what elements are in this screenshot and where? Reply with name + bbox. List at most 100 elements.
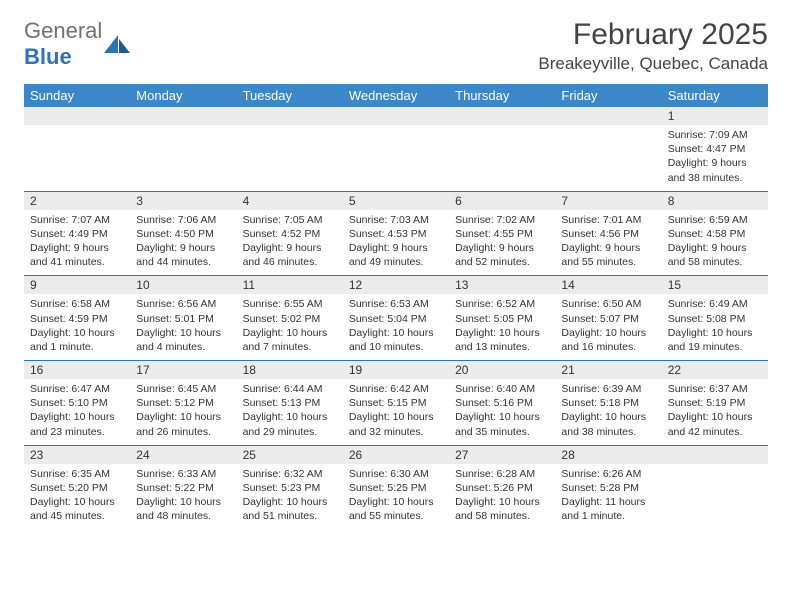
- daylight-line: Daylight: 11 hours and 1 minute.: [561, 495, 655, 523]
- daylight-line: Daylight: 10 hours and 51 minutes.: [243, 495, 337, 523]
- sunset-line: Sunset: 4:56 PM: [561, 227, 655, 241]
- sunset-line: Sunset: 5:19 PM: [668, 396, 762, 410]
- sunrise-line: Sunrise: 6:49 AM: [668, 297, 762, 311]
- sunset-line: Sunset: 5:02 PM: [243, 312, 337, 326]
- day-number-cell: [24, 107, 130, 125]
- day-content-cell: [662, 464, 768, 530]
- daylight-line: Daylight: 10 hours and 55 minutes.: [349, 495, 443, 523]
- daylight-line: Daylight: 10 hours and 35 minutes.: [455, 410, 549, 438]
- day-content-cell: Sunrise: 7:05 AMSunset: 4:52 PMDaylight:…: [237, 210, 343, 276]
- day-content-cell: Sunrise: 7:06 AMSunset: 4:50 PMDaylight:…: [130, 210, 236, 276]
- day-content-cell: Sunrise: 6:26 AMSunset: 5:28 PMDaylight:…: [555, 464, 661, 530]
- week-daynum-row: 232425262728: [24, 445, 768, 464]
- day-content-cell: [130, 125, 236, 191]
- day-content-cell: Sunrise: 6:33 AMSunset: 5:22 PMDaylight:…: [130, 464, 236, 530]
- page-header: General Blue February 2025 Breakeyville,…: [24, 18, 768, 74]
- daylight-line: Daylight: 9 hours and 44 minutes.: [136, 241, 230, 269]
- sunset-line: Sunset: 5:25 PM: [349, 481, 443, 495]
- day-number-cell: 10: [130, 276, 236, 295]
- sunrise-line: Sunrise: 6:26 AM: [561, 467, 655, 481]
- daylight-line: Daylight: 10 hours and 45 minutes.: [30, 495, 124, 523]
- day-number-cell: 20: [449, 361, 555, 380]
- day-number-cell: [662, 445, 768, 464]
- sunset-line: Sunset: 5:10 PM: [30, 396, 124, 410]
- day-number-cell: 3: [130, 191, 236, 210]
- sunrise-line: Sunrise: 7:06 AM: [136, 213, 230, 227]
- day-content-cell: [449, 125, 555, 191]
- sunset-line: Sunset: 5:26 PM: [455, 481, 549, 495]
- day-number-cell: [343, 107, 449, 125]
- day-content-cell: Sunrise: 7:02 AMSunset: 4:55 PMDaylight:…: [449, 210, 555, 276]
- day-content-cell: Sunrise: 6:55 AMSunset: 5:02 PMDaylight:…: [237, 294, 343, 360]
- day-header: Tuesday: [237, 84, 343, 107]
- day-content-cell: Sunrise: 6:47 AMSunset: 5:10 PMDaylight:…: [24, 379, 130, 445]
- daylight-line: Daylight: 9 hours and 52 minutes.: [455, 241, 549, 269]
- sunrise-line: Sunrise: 6:58 AM: [30, 297, 124, 311]
- day-number-cell: 25: [237, 445, 343, 464]
- sunrise-line: Sunrise: 6:40 AM: [455, 382, 549, 396]
- daylight-line: Daylight: 10 hours and 19 minutes.: [668, 326, 762, 354]
- day-content-cell: Sunrise: 6:58 AMSunset: 4:59 PMDaylight:…: [24, 294, 130, 360]
- day-number-cell: 15: [662, 276, 768, 295]
- daylight-line: Daylight: 9 hours and 58 minutes.: [668, 241, 762, 269]
- sunset-line: Sunset: 4:47 PM: [668, 142, 762, 156]
- sunset-line: Sunset: 5:16 PM: [455, 396, 549, 410]
- day-number-cell: 26: [343, 445, 449, 464]
- day-number-cell: 27: [449, 445, 555, 464]
- sunrise-line: Sunrise: 6:56 AM: [136, 297, 230, 311]
- day-number-cell: 21: [555, 361, 661, 380]
- daylight-line: Daylight: 9 hours and 46 minutes.: [243, 241, 337, 269]
- day-header: Friday: [555, 84, 661, 107]
- sunset-line: Sunset: 4:59 PM: [30, 312, 124, 326]
- day-number-cell: [130, 107, 236, 125]
- daylight-line: Daylight: 10 hours and 58 minutes.: [455, 495, 549, 523]
- sunrise-line: Sunrise: 7:01 AM: [561, 213, 655, 227]
- daylight-line: Daylight: 10 hours and 42 minutes.: [668, 410, 762, 438]
- sail-icon: [104, 35, 130, 53]
- sunrise-line: Sunrise: 6:33 AM: [136, 467, 230, 481]
- sunrise-line: Sunrise: 6:47 AM: [30, 382, 124, 396]
- brand-logo: General Blue: [24, 18, 130, 70]
- sunset-line: Sunset: 5:20 PM: [30, 481, 124, 495]
- month-title: February 2025: [538, 18, 768, 52]
- day-number-cell: 17: [130, 361, 236, 380]
- daylight-line: Daylight: 9 hours and 49 minutes.: [349, 241, 443, 269]
- daylight-line: Daylight: 10 hours and 7 minutes.: [243, 326, 337, 354]
- brand-text-blue: Blue: [24, 44, 72, 69]
- day-content-cell: Sunrise: 7:03 AMSunset: 4:53 PMDaylight:…: [343, 210, 449, 276]
- day-number-cell: 6: [449, 191, 555, 210]
- sunset-line: Sunset: 5:08 PM: [668, 312, 762, 326]
- day-number-cell: 1: [662, 107, 768, 125]
- sunrise-line: Sunrise: 6:59 AM: [668, 213, 762, 227]
- day-number-cell: 4: [237, 191, 343, 210]
- daylight-line: Daylight: 9 hours and 55 minutes.: [561, 241, 655, 269]
- sunrise-line: Sunrise: 6:37 AM: [668, 382, 762, 396]
- title-block: February 2025 Breakeyville, Quebec, Cana…: [538, 18, 768, 74]
- calendar-body: 1 Sunrise: 7:09 AMSunset: 4:47 PMDayligh…: [24, 107, 768, 529]
- sunrise-line: Sunrise: 6:35 AM: [30, 467, 124, 481]
- sunset-line: Sunset: 5:23 PM: [243, 481, 337, 495]
- day-content-cell: Sunrise: 6:40 AMSunset: 5:16 PMDaylight:…: [449, 379, 555, 445]
- day-content-cell: Sunrise: 6:35 AMSunset: 5:20 PMDaylight:…: [24, 464, 130, 530]
- sunrise-line: Sunrise: 6:28 AM: [455, 467, 549, 481]
- day-content-cell: Sunrise: 6:45 AMSunset: 5:12 PMDaylight:…: [130, 379, 236, 445]
- day-content-cell: Sunrise: 7:01 AMSunset: 4:56 PMDaylight:…: [555, 210, 661, 276]
- day-content-cell: Sunrise: 7:07 AMSunset: 4:49 PMDaylight:…: [24, 210, 130, 276]
- calendar-head: SundayMondayTuesdayWednesdayThursdayFrid…: [24, 84, 768, 107]
- sunrise-line: Sunrise: 6:42 AM: [349, 382, 443, 396]
- sunrise-line: Sunrise: 7:07 AM: [30, 213, 124, 227]
- daylight-line: Daylight: 9 hours and 41 minutes.: [30, 241, 124, 269]
- sunset-line: Sunset: 5:07 PM: [561, 312, 655, 326]
- day-header: Wednesday: [343, 84, 449, 107]
- day-number-cell: 19: [343, 361, 449, 380]
- sunrise-line: Sunrise: 7:05 AM: [243, 213, 337, 227]
- day-number-cell: 13: [449, 276, 555, 295]
- sunrise-line: Sunrise: 6:45 AM: [136, 382, 230, 396]
- sunset-line: Sunset: 4:52 PM: [243, 227, 337, 241]
- day-number-cell: 22: [662, 361, 768, 380]
- daylight-line: Daylight: 10 hours and 26 minutes.: [136, 410, 230, 438]
- sunset-line: Sunset: 5:01 PM: [136, 312, 230, 326]
- day-number-cell: 11: [237, 276, 343, 295]
- day-number-cell: 2: [24, 191, 130, 210]
- sunset-line: Sunset: 4:53 PM: [349, 227, 443, 241]
